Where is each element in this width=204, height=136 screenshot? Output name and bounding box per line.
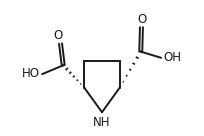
Text: NH: NH (93, 116, 111, 129)
Text: O: O (54, 29, 63, 42)
Text: OH: OH (164, 51, 182, 64)
Text: HO: HO (21, 67, 39, 80)
Text: O: O (137, 13, 147, 26)
